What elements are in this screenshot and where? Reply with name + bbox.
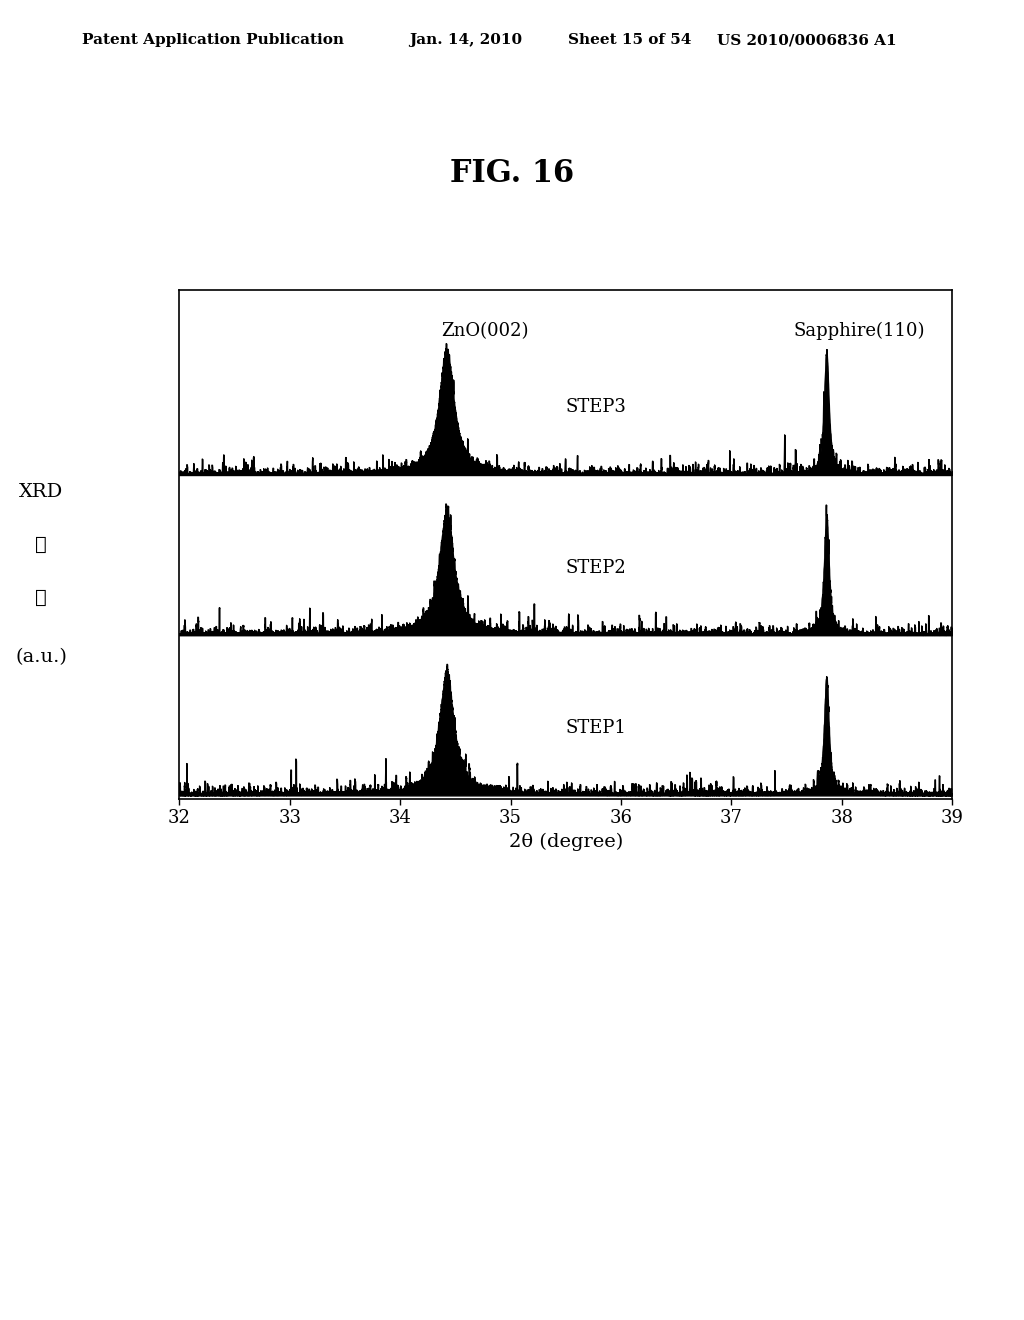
Text: STEP1: STEP1 [565,719,627,737]
Text: Jan. 14, 2010: Jan. 14, 2010 [410,33,522,48]
Text: STEP3: STEP3 [565,399,627,416]
Text: Sapphire(110): Sapphire(110) [794,322,925,341]
Text: FIG. 16: FIG. 16 [450,158,574,189]
Text: US 2010/0006836 A1: US 2010/0006836 A1 [717,33,896,48]
Text: 度: 度 [35,587,47,607]
X-axis label: 2θ (degree): 2θ (degree) [509,833,623,851]
Text: (a.u.): (a.u.) [15,648,67,665]
Text: 強: 強 [35,535,47,554]
Text: ZnO(002): ZnO(002) [441,322,528,341]
Text: STEP2: STEP2 [565,558,627,577]
Text: XRD: XRD [18,483,63,500]
Text: Sheet 15 of 54: Sheet 15 of 54 [568,33,691,48]
Text: Patent Application Publication: Patent Application Publication [82,33,344,48]
